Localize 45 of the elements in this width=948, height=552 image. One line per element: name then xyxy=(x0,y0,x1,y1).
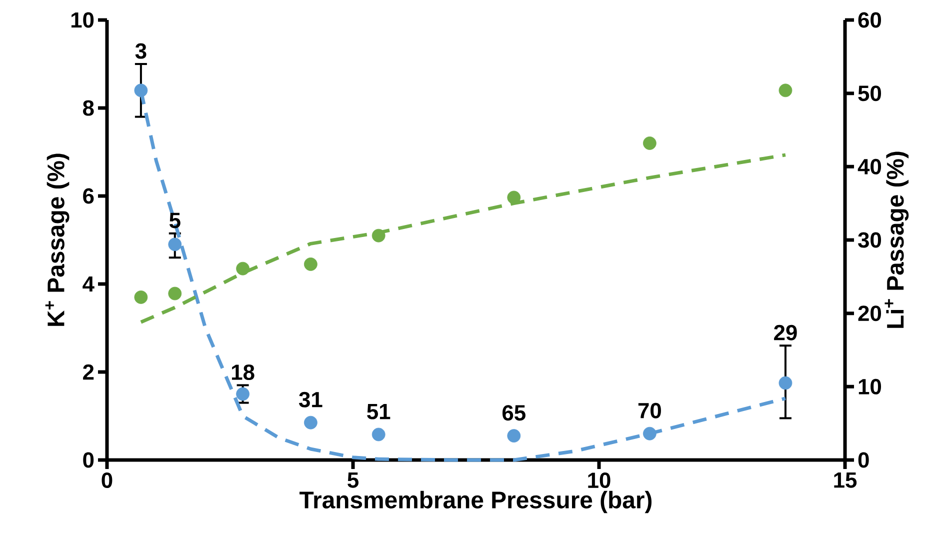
y2-tick-label: 60 xyxy=(858,12,882,28)
y-tick-label: 4 xyxy=(82,276,94,292)
y2-tick-label: 40 xyxy=(858,158,882,174)
point xyxy=(507,190,521,204)
y2-tick-label: 50 xyxy=(858,86,882,102)
x-tick-label: 0 xyxy=(102,472,112,488)
y2-tick-label: 10 xyxy=(858,378,882,394)
y-tick-label: 2 xyxy=(83,364,94,380)
y-tick-label: 10 xyxy=(71,12,94,28)
point xyxy=(168,238,182,252)
y-tick-label: 8 xyxy=(82,100,94,116)
point xyxy=(134,84,148,98)
point xyxy=(236,387,250,401)
point xyxy=(642,426,656,440)
y-axis-title: K$^{+}$ Passage (%) xyxy=(45,154,70,326)
x-tick-label: 5 xyxy=(348,472,358,488)
x-tick-label: 10 xyxy=(588,472,610,488)
x-axis-title: Transmembrane Pressure (bar) xyxy=(300,490,652,514)
y-tick-label: 6 xyxy=(83,188,94,204)
point xyxy=(304,258,318,271)
annotation: 5 xyxy=(169,212,180,228)
point xyxy=(778,376,792,390)
annotation: 65 xyxy=(502,405,526,421)
point xyxy=(778,84,792,98)
annotation: 31 xyxy=(299,392,322,408)
annotation: 51 xyxy=(367,404,390,420)
annotation: 29 xyxy=(774,324,797,340)
y-tick-label: 0 xyxy=(83,452,94,468)
point xyxy=(372,228,386,242)
y2-tick-label: 20 xyxy=(858,306,882,322)
annotation: 3 xyxy=(135,43,146,59)
annotation: 70 xyxy=(638,402,661,418)
annotation: 18 xyxy=(232,364,254,380)
point xyxy=(642,136,656,150)
point xyxy=(134,290,148,304)
point xyxy=(304,416,318,430)
point xyxy=(507,429,521,442)
y2-axis-title: Li$^{+}$ Passage (%) xyxy=(884,152,909,328)
y2-tick-label: 0 xyxy=(858,452,869,468)
y2-tick-label: 30 xyxy=(858,232,882,248)
point xyxy=(168,286,182,300)
x-tick-label: 15 xyxy=(834,472,857,488)
point xyxy=(372,428,386,442)
line-series xyxy=(139,153,788,324)
point xyxy=(236,262,250,276)
